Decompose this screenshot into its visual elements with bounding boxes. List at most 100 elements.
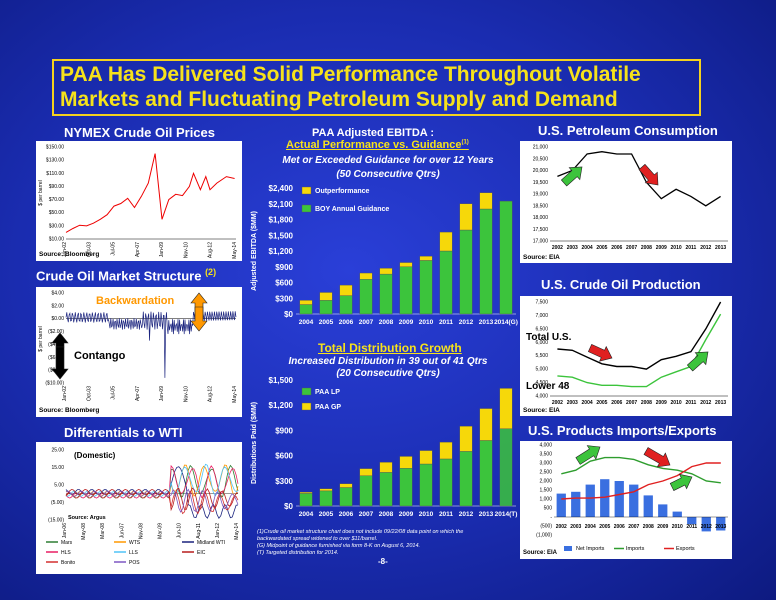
contango-arrow-up (51, 332, 69, 348)
imp-ytick: - (550, 515, 552, 521)
ebitda-bar-1 (439, 231, 453, 252)
prod-ytick: 6,500 (535, 326, 548, 332)
ebitda-bar-1 (399, 262, 413, 267)
ebitda-bar-0 (479, 208, 493, 315)
nymex-ytick: $130.00 (46, 158, 64, 164)
dist-legend-swatch (301, 402, 312, 411)
ebitda-bar-1 (479, 192, 493, 210)
diff-ytick: (15.00) (48, 518, 64, 524)
imp-net-bar (556, 493, 566, 517)
imp-xtick: 2002 (556, 524, 567, 530)
structure-xtick: Apr-07 (135, 386, 141, 401)
cons-ytick: 20,500 (533, 156, 549, 162)
dist-ytick: $600 (275, 452, 293, 461)
ebitda-xtick: 2011 (439, 319, 453, 326)
ebitda-xtick: 2005 (319, 319, 334, 326)
structure-ytick: $4.00 (51, 291, 64, 297)
distribution-chart: $1,500 $1,200 $900 $600 $300 $0 Distributions … (251, 376, 517, 518)
nymex-xtick: Aug-12 (208, 242, 214, 258)
diff-domestic-label: (Domestic) (74, 451, 116, 460)
imp-ytick: 2,000 (539, 479, 552, 485)
diff-series-line (65, 488, 239, 513)
nymex-ytick: $110.00 (46, 171, 64, 177)
imp-xtick: 2012 (701, 524, 712, 530)
dist-legend-swatch (301, 387, 312, 396)
cons-xtick: 2003 (567, 245, 578, 251)
prod-xtick: 2013 (715, 400, 726, 406)
production-down-arrow (587, 343, 613, 362)
dist-bar-1 (459, 426, 473, 452)
cons-ytick: 18,500 (533, 203, 549, 209)
ebitda-ytick: $300 (275, 294, 293, 303)
diff-xtick: Nov-08 (138, 523, 144, 539)
imp-xtick: 2009 (657, 524, 668, 530)
nymex-panel: $150.00 $130.00 $110.00 $90.00 $70.00 $50.00 $… (36, 141, 242, 261)
ebitda-subheader-text: Actual Performance vs. Guidance (286, 139, 462, 151)
imp-ytick: 1,000 (539, 497, 552, 503)
dist-bar-0 (299, 493, 313, 507)
ebitda-bar-0 (419, 260, 433, 315)
nymex-xtick: Apr-07 (135, 242, 141, 257)
dist-bar-0 (399, 467, 413, 507)
ebitda-legend-swatch (301, 204, 312, 213)
diff-legend-label: Mars (61, 540, 73, 546)
exports-up-arrow (669, 473, 693, 491)
ebitda-ylabel: Adjusted EBITDA ($MM) (251, 211, 258, 291)
imp-xtick: 2011 (686, 524, 697, 530)
prod-ytick: 5,000 (535, 367, 548, 373)
cons-ytick: 17,000 (533, 239, 549, 245)
dist-bar-1 (319, 488, 333, 492)
structure-panel: $4.00$2.00$0.00($2.00)($4.00)($6.00)($8.… (36, 287, 242, 417)
ebitda-ytick: $1,800 (269, 216, 294, 225)
dist-ytick: $1,200 (269, 401, 294, 410)
diff-legend-label: Midland WTI (197, 540, 225, 546)
nymex-xtick: Jan-09 (159, 242, 165, 258)
dist-bar-0 (459, 451, 473, 507)
nymex-xtick: Nov-10 (183, 242, 189, 258)
backwardation-label: Backwardation (96, 295, 175, 307)
dist-bar-0 (339, 487, 353, 507)
nymex-ytick: $30.00 (49, 223, 65, 229)
ebitda-bar-0 (439, 250, 453, 315)
dist-xtick: 2006 (339, 511, 354, 518)
prod-ytick: 7,500 (535, 300, 548, 306)
ebitda-bar-0 (379, 273, 393, 315)
structure-ylabel: $ per barrel (38, 326, 44, 352)
diff-legend-label: Bonito (61, 560, 75, 566)
prod-xtick: 2004 (582, 400, 593, 406)
distribution-header: Total Distribution Growth (318, 341, 462, 355)
consumption-source: Source: EIA (523, 254, 560, 261)
ebitda-bar-1 (379, 268, 393, 275)
prod-xtick: 2012 (700, 400, 711, 406)
imp-ytick: 4,000 (539, 443, 552, 449)
dist-xtick: 2008 (379, 511, 394, 518)
structure-ytick: ($2.00) (48, 329, 64, 335)
consumption-chart: 21,000 20,500 20,000 19,500 19,000 18,500 18,0… (533, 145, 728, 251)
dist-xtick: 2005 (319, 511, 334, 518)
production-lower-label: Lower 48 (526, 381, 570, 392)
imp-xtick: 2008 (643, 524, 654, 530)
prod-xtick: 2011 (685, 400, 696, 406)
prod-ytick: 5,500 (535, 353, 548, 359)
ebitda-ytick: $0 (284, 310, 293, 319)
prod-ytick: 7,000 (535, 313, 548, 319)
imp-net-bar (571, 491, 581, 517)
cons-xtick: 2002 (552, 245, 563, 251)
diff-ytick: 15.00 (51, 465, 64, 471)
diff-xtick: Mar-08 (100, 523, 106, 539)
ebitda-bar-0 (459, 229, 473, 315)
diff-source: Source: Argus (68, 515, 106, 521)
imp-ytick: 2,500 (539, 470, 552, 476)
imp-net-bar (629, 484, 639, 517)
dist-xtick: 2011 (439, 511, 453, 518)
dist-bar-0 (499, 428, 513, 507)
title-line-2: Markets and Fluctuating Petroleum Supply… (60, 88, 618, 111)
nymex-xtick: Jul-05 (111, 242, 117, 256)
title-box: PAA Has Delivered Solid Performance Thro… (52, 59, 701, 116)
prod-ytick: 4,500 (535, 380, 548, 386)
dist-bar-1 (419, 450, 433, 465)
diff-series-line (65, 464, 239, 499)
ebitda-ytick: $1,500 (269, 231, 294, 240)
structure-xtick: Jan-02 (62, 386, 68, 402)
cons-xtick: 2006 (611, 245, 622, 251)
